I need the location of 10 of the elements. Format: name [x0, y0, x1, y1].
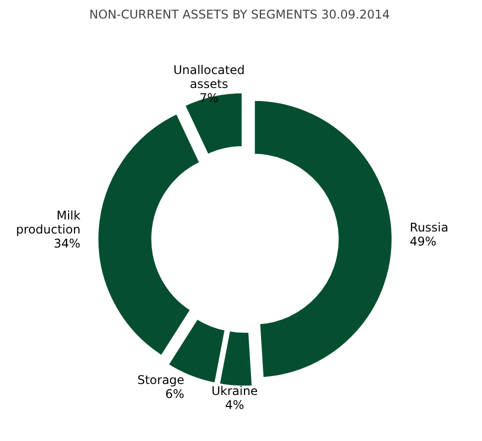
slice-label: Milk production — [16, 208, 81, 236]
slice-label: Russia — [410, 220, 448, 234]
slice-label: Storage — [137, 373, 184, 388]
data-label: 4% — [225, 398, 244, 412]
data-label: 34% — [54, 236, 80, 250]
slice-label: Unallocated assets — [173, 63, 245, 92]
data-label: 6% — [165, 387, 184, 402]
data-label: 49% — [410, 234, 436, 248]
slice-label: Ukraine — [211, 384, 258, 398]
chart-title: NON-CURRENT ASSETS BY SEGMENTS 30.09.2014 — [89, 8, 390, 22]
